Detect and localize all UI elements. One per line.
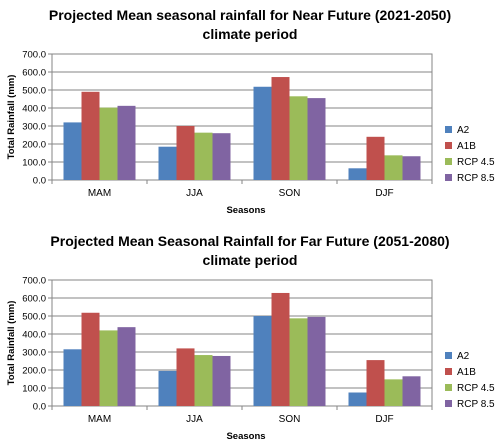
far-future-chart: Projected Mean Seasonal Rainfall for Far…	[0, 226, 500, 448]
chart-svg: 0.0 100.0 200.0 300.0 400.0 500.0 600.0 700.0 MA…	[6, 50, 495, 217]
legend-label: RCP 4.5	[457, 383, 495, 394]
legend-swatch	[445, 126, 452, 133]
bar-rcp-8-5-son	[307, 316, 326, 406]
y-tick-label: 100.0	[22, 158, 46, 169]
bar-a2-son	[253, 316, 272, 406]
y-tick-label: 200.0	[22, 366, 46, 377]
x-tick-label: MAM	[88, 188, 111, 199]
bar-a2-jja	[158, 370, 177, 406]
x-tick-label: DJF	[375, 414, 393, 425]
bar-a2-jja	[158, 146, 177, 180]
bar-a1b-mam	[81, 312, 100, 406]
bar-rcp-8-5-djf	[402, 156, 421, 180]
y-tick-label: 400.0	[22, 104, 46, 115]
legend-label: A2	[457, 351, 470, 362]
x-axis-title: Seasons	[226, 431, 265, 442]
y-tick-label: 500.0	[22, 86, 46, 97]
bar-rcp-8-5-jja	[212, 133, 231, 180]
x-tick-label: SON	[279, 414, 301, 425]
bar-a1b-son	[271, 77, 290, 180]
bar-rcp-8-5-mam	[117, 327, 136, 406]
bar-rcp-8-5-jja	[212, 355, 231, 406]
bar-a1b-djf	[366, 360, 385, 406]
bar-rcp-4-5-mam	[99, 330, 118, 406]
bar-a2-djf	[348, 168, 367, 180]
x-tick-label: MAM	[88, 414, 111, 425]
y-axis-title: Total Rainfall (mm)	[6, 75, 17, 160]
chart-title-line2: climate period	[202, 252, 298, 268]
x-tick-label: SON	[279, 188, 301, 199]
y-tick-label: 300.0	[22, 348, 46, 359]
chart-title-line1: Projected Mean Seasonal Rainfall for Far…	[50, 233, 450, 249]
near-future-chart: Projected Mean seasonal rainfall for Nea…	[0, 0, 500, 222]
bar-rcp-8-5-mam	[117, 105, 136, 180]
bar-rcp-4-5-mam	[99, 107, 118, 180]
y-tick-label: 100.0	[22, 384, 46, 395]
bar-rcp-8-5-djf	[402, 376, 421, 406]
bar-a1b-jja	[176, 348, 195, 406]
legend-label: RCP 8.5	[457, 399, 495, 410]
x-tick-label: DJF	[375, 188, 393, 199]
bar-a1b-son	[271, 292, 290, 406]
bar-rcp-4-5-son	[289, 96, 308, 180]
bar-a1b-djf	[366, 136, 385, 180]
legend-swatch	[445, 384, 452, 391]
y-tick-label: 400.0	[22, 330, 46, 341]
y-tick-label: 0.0	[33, 176, 46, 187]
legend-swatch	[445, 352, 452, 359]
bar-a2-djf	[348, 392, 367, 406]
bar-a2-mam	[63, 349, 82, 406]
chart-title: Projected Mean Seasonal Rainfall for Far…	[0, 232, 500, 270]
legend-swatch	[445, 400, 452, 407]
legend-label: A2	[457, 125, 470, 136]
x-tick-label: JJA	[186, 188, 203, 199]
y-tick-label: 200.0	[22, 140, 46, 151]
bar-rcp-4-5-jja	[194, 355, 213, 406]
y-tick-label: 300.0	[22, 122, 46, 133]
bar-a2-son	[253, 86, 272, 180]
legend-swatch	[445, 158, 452, 165]
x-axis-title: Seasons	[226, 205, 265, 216]
y-tick-label: 600.0	[22, 68, 46, 79]
legend-label: A1B	[457, 141, 476, 152]
y-tick-label: 600.0	[22, 294, 46, 305]
bar-a2-mam	[63, 122, 82, 180]
legend-label: A1B	[457, 367, 476, 378]
bar-a1b-jja	[176, 126, 195, 180]
legend-label: RCP 8.5	[457, 173, 495, 184]
bar-rcp-4-5-son	[289, 318, 308, 406]
bar-a1b-mam	[81, 91, 100, 180]
x-tick-label: JJA	[186, 414, 203, 425]
bar-rcp-4-5-djf	[384, 379, 403, 406]
y-axis-title: Total Rainfall (mm)	[6, 301, 17, 386]
y-tick-label: 700.0	[22, 50, 46, 61]
chart-title: Projected Mean seasonal rainfall for Nea…	[0, 6, 500, 44]
y-tick-label: 700.0	[22, 276, 46, 287]
legend-swatch	[445, 174, 452, 181]
chart-title-line2: climate period	[202, 26, 298, 42]
y-tick-label: 500.0	[22, 312, 46, 323]
y-tick-label: 0.0	[33, 402, 46, 413]
chart-title-line1: Projected Mean seasonal rainfall for Nea…	[48, 7, 452, 23]
chart-svg: 0.0 100.0 200.0 300.0 400.0 500.0 600.0 700.0 MA…	[6, 276, 495, 443]
legend-swatch	[445, 142, 452, 149]
bar-rcp-4-5-djf	[384, 155, 403, 180]
bar-rcp-4-5-jja	[194, 132, 213, 180]
bar-rcp-8-5-son	[307, 98, 326, 180]
legend-swatch	[445, 368, 452, 375]
legend-label: RCP 4.5	[457, 157, 495, 168]
